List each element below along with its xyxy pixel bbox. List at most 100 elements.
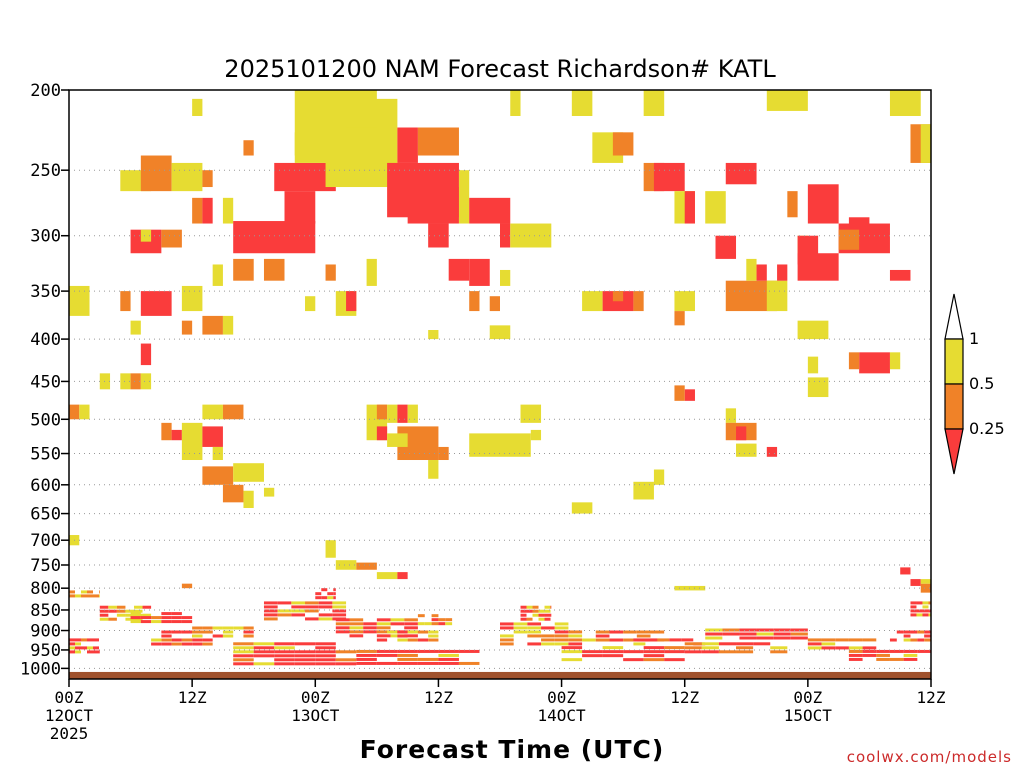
- ri-cell: [756, 264, 767, 281]
- ri-cell: [722, 632, 740, 636]
- ri-cell: [862, 638, 877, 642]
- y-tick-label: 300: [30, 227, 61, 247]
- ri-cell: [161, 612, 172, 616]
- ri-cell: [612, 291, 624, 302]
- ri-cell: [438, 653, 459, 657]
- ri-cell: [233, 650, 254, 654]
- ri-cell: [305, 617, 319, 621]
- ri-cell: [910, 601, 917, 605]
- ri-cell: [130, 373, 141, 390]
- ri-cell: [889, 638, 897, 642]
- y-tick-label: 850: [30, 601, 61, 621]
- ri-cell: [130, 620, 141, 624]
- ri-cell: [212, 634, 223, 638]
- ri-cell: [520, 609, 527, 613]
- ri-cell: [87, 594, 93, 598]
- ri-cell: [222, 404, 244, 420]
- ri-cell: [108, 617, 117, 621]
- ri-cell: [889, 657, 904, 661]
- ri-cell: [404, 626, 418, 630]
- colorbar-label: 0.25: [969, 419, 1005, 438]
- ri-cell: [79, 404, 90, 420]
- ri-cell: [623, 630, 637, 634]
- ri-cell: [202, 315, 223, 335]
- ri-cell: [133, 617, 143, 621]
- y-tick-label: 600: [30, 476, 61, 496]
- ri-cell: [725, 162, 757, 185]
- ri-cell: [538, 613, 545, 617]
- ri-cell: [910, 605, 917, 609]
- ri-cell: [838, 229, 860, 250]
- ri-cell: [903, 634, 911, 638]
- ri-cell: [554, 622, 569, 626]
- ri-cell: [233, 662, 254, 666]
- ri-cell: [376, 572, 398, 580]
- ri-cell: [222, 634, 234, 638]
- ri-cell: [431, 618, 439, 622]
- ri-cell: [821, 646, 836, 650]
- ri-cell: [903, 638, 911, 642]
- ri-cell: [222, 315, 234, 335]
- ri-cell: [790, 636, 808, 640]
- ri-cell: [99, 617, 109, 621]
- ri-cell: [274, 654, 295, 658]
- ri-cell: [561, 646, 583, 650]
- ri-cell: [233, 658, 254, 662]
- ri-cell: [315, 596, 322, 600]
- ri-cell: [161, 642, 172, 646]
- ri-cell: [81, 594, 87, 598]
- ri-cell: [790, 632, 808, 636]
- ri-cell: [903, 657, 918, 661]
- ri-cell: [916, 609, 923, 613]
- ri-cell: [736, 646, 754, 650]
- ri-cell: [550, 605, 552, 609]
- ri-cell: [701, 646, 719, 650]
- ri-cell: [277, 609, 292, 613]
- ri-cell: [404, 618, 418, 622]
- y-tick-label: 200: [30, 81, 61, 101]
- ri-cell: [674, 385, 685, 401]
- y-tick-label: 950: [30, 641, 61, 661]
- ri-cell: [332, 601, 347, 605]
- ri-cell: [81, 590, 87, 594]
- ri-cell: [924, 630, 931, 634]
- ri-cell: [541, 634, 555, 638]
- ri-cell: [684, 650, 702, 654]
- ri-cell: [910, 609, 917, 613]
- ri-cell: [291, 605, 306, 609]
- ri-cell: [294, 642, 316, 646]
- ri-cell: [325, 264, 336, 281]
- ri-cell: [526, 609, 533, 613]
- colorbar-bottom-arrow: [944, 428, 964, 475]
- ri-cell: [202, 404, 223, 420]
- ri-cell: [643, 646, 665, 650]
- ri-cell: [140, 229, 152, 242]
- ri-cell: [513, 626, 528, 630]
- ri-cell: [69, 594, 75, 598]
- ri-cell: [93, 650, 99, 654]
- ri-cell: [544, 609, 551, 613]
- ri-cell: [848, 352, 860, 370]
- ri-cell: [212, 446, 223, 461]
- ri-cell: [69, 642, 75, 646]
- ri-cell: [739, 636, 757, 640]
- ri-cell: [243, 634, 254, 638]
- ri-cell: [181, 583, 193, 589]
- colorbar-bin: [944, 338, 964, 385]
- ri-cell: [404, 634, 418, 638]
- ri-cell: [202, 426, 223, 447]
- ri-cell: [404, 622, 418, 626]
- ri-cell: [674, 291, 695, 312]
- y-tick-label: 650: [30, 505, 61, 525]
- ri-cell: [133, 613, 143, 617]
- ri-cell: [318, 601, 333, 605]
- ri-cell: [125, 613, 134, 617]
- ri-cell: [161, 638, 172, 642]
- ri-cell: [417, 614, 425, 618]
- ri-cell: [108, 605, 117, 609]
- ri-cell: [520, 617, 527, 621]
- ri-cell: [181, 620, 193, 624]
- ri-cell: [397, 661, 418, 665]
- ri-cell: [701, 642, 719, 646]
- ri-cell: [171, 620, 182, 624]
